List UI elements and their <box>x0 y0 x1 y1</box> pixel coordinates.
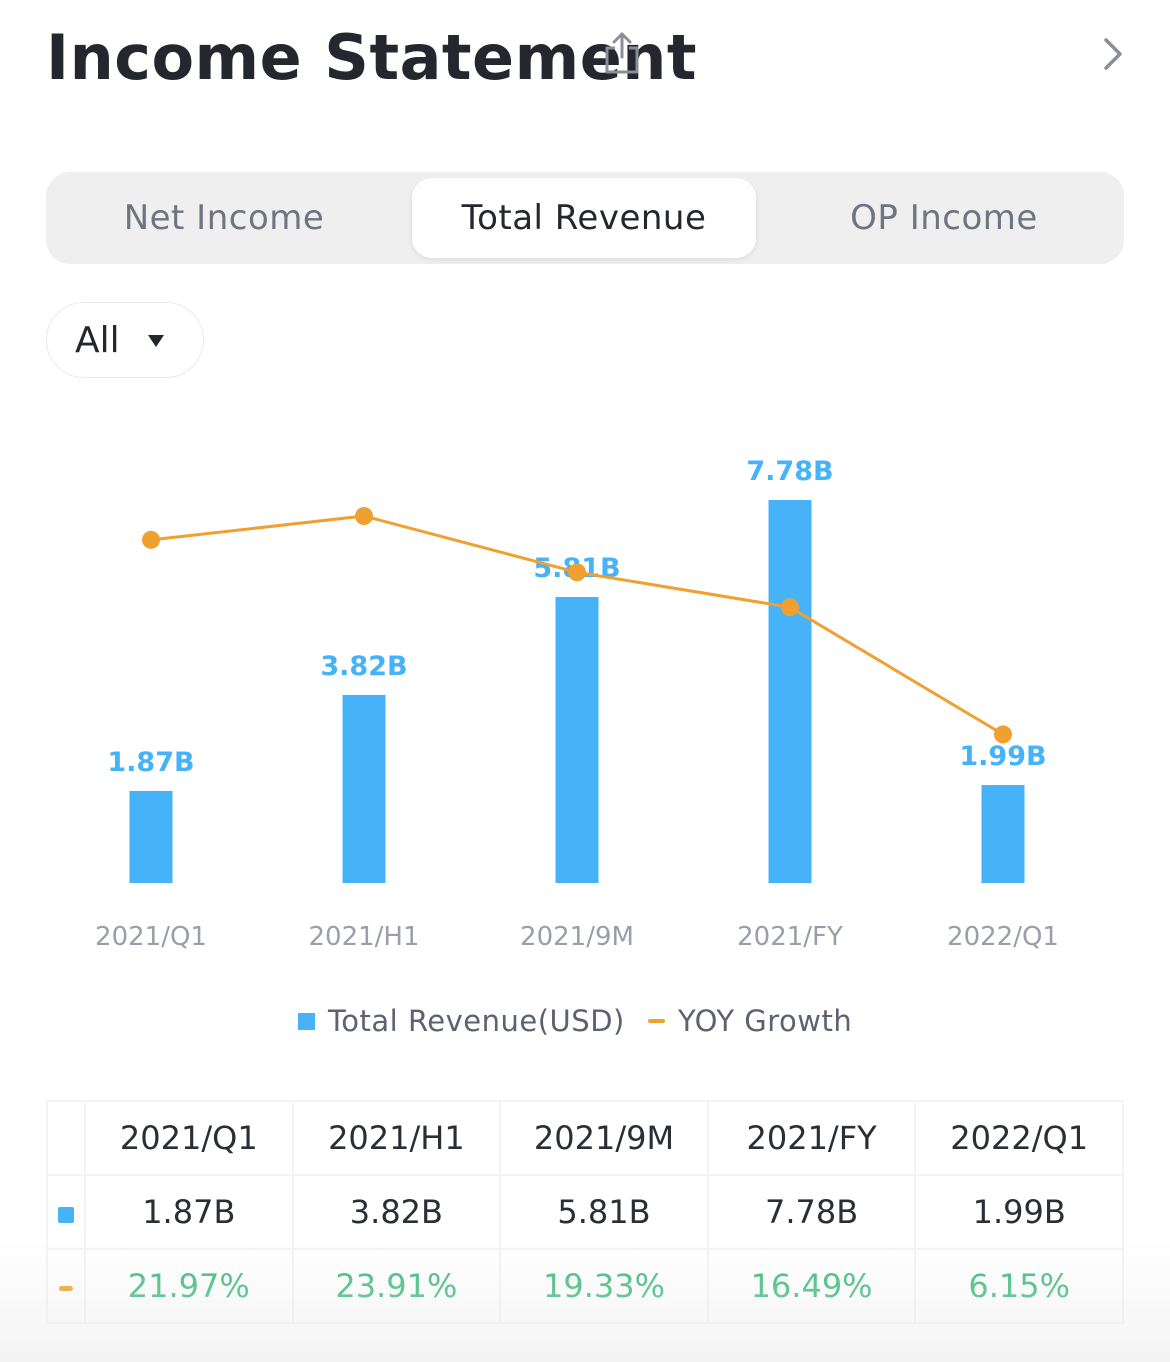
x-tick-label: 2021/FY <box>737 922 843 952</box>
table-cell-growth: 19.33% <box>499 1248 709 1324</box>
table-cell-revenue: 1.87B <box>84 1174 294 1250</box>
chart-legend: Total Revenue(USD) YOY Growth <box>0 996 1170 1046</box>
bar-value-label: 3.82B <box>320 651 407 682</box>
page-title: Income Statement <box>46 21 698 94</box>
table-header-row: 2021/Q1 2021/H1 2021/9M 2021/FY 2022/Q1 <box>46 1100 1124 1176</box>
yoy-growth-point <box>355 507 373 525</box>
x-tick-label: 2021/H1 <box>308 922 419 952</box>
x-tick-label: 2021/Q1 <box>95 922 207 952</box>
chevron-right-icon[interactable] <box>1098 34 1126 74</box>
revenue-square-icon <box>58 1207 74 1223</box>
revenue-bar <box>129 790 173 883</box>
caret-down-icon <box>148 335 164 347</box>
table-cell-growth: 21.97% <box>84 1248 294 1324</box>
revenue-bar <box>981 785 1025 883</box>
growth-marker-cell <box>46 1248 86 1324</box>
revenue-bar <box>555 596 599 883</box>
yoy-growth-point <box>781 598 799 617</box>
table-cell-revenue: 5.81B <box>499 1174 709 1250</box>
table-cell-growth: 6.15% <box>914 1248 1124 1324</box>
table-cell-growth: 23.91% <box>291 1248 502 1324</box>
yoy-growth-point <box>142 530 160 549</box>
legend-label-growth: YOY Growth <box>678 1004 853 1038</box>
legend-item-growth[interactable]: YOY Growth <box>648 996 852 1046</box>
tab-op-income[interactable]: OP Income <box>850 198 1038 238</box>
revenue-bar <box>342 694 386 883</box>
bar-value-label: 7.78B <box>746 456 833 487</box>
table-cell-revenue: 1.99B <box>914 1174 1124 1250</box>
table-header-cell: 2021/FY <box>706 1100 917 1176</box>
table-header-cell: 2021/9M <box>499 1100 709 1176</box>
metric-tabs: Net Income Total Revenue OP Income <box>46 172 1124 264</box>
x-tick-label: 2021/9M <box>520 922 634 952</box>
tab-total-revenue[interactable]: Total Revenue <box>412 178 756 258</box>
legend-swatch-bar <box>298 1012 315 1030</box>
table-cell-revenue: 7.78B <box>706 1174 917 1250</box>
revenue-bar <box>768 500 812 883</box>
table-corner-cell <box>46 1100 86 1176</box>
period-filter-dropdown[interactable]: All <box>46 302 204 378</box>
header: Income Statement <box>46 20 1126 96</box>
table-row-revenue: 1.87B 3.82B 5.81B 7.78B 1.99B <box>46 1174 1124 1250</box>
share-icon[interactable] <box>602 30 642 76</box>
tab-net-income[interactable]: Net Income <box>123 198 325 238</box>
yoy-growth-point <box>994 725 1012 744</box>
bar-value-label: 1.87B <box>107 747 194 778</box>
revenue-marker-cell <box>46 1174 86 1250</box>
bar-value-label: 1.99B <box>959 741 1046 772</box>
period-filter-label: All <box>75 319 120 361</box>
table-cell-revenue: 3.82B <box>291 1174 502 1250</box>
x-tick-label: 2022/Q1 <box>947 922 1059 952</box>
growth-dash-icon <box>59 1285 73 1291</box>
legend-swatch-line <box>648 1019 665 1023</box>
data-table: 2021/Q1 2021/H1 2021/9M 2021/FY 2022/Q1 … <box>46 1100 1124 1324</box>
table-header-cell: 2021/H1 <box>291 1100 502 1176</box>
table-header-cell: 2022/Q1 <box>914 1100 1124 1176</box>
revenue-chart: 1.87B2021/Q13.82B2021/H15.81B2021/9M7.78… <box>95 456 1059 952</box>
table-row-growth: 21.97% 23.91% 19.33% 16.49% 6.15% <box>46 1248 1124 1324</box>
legend-label-revenue: Total Revenue(USD) <box>328 1004 625 1038</box>
yoy-growth-point <box>568 563 586 582</box>
table-header-cell: 2021/Q1 <box>84 1100 294 1176</box>
table-cell-growth: 16.49% <box>706 1248 917 1324</box>
legend-item-revenue[interactable]: Total Revenue(USD) <box>298 996 625 1046</box>
